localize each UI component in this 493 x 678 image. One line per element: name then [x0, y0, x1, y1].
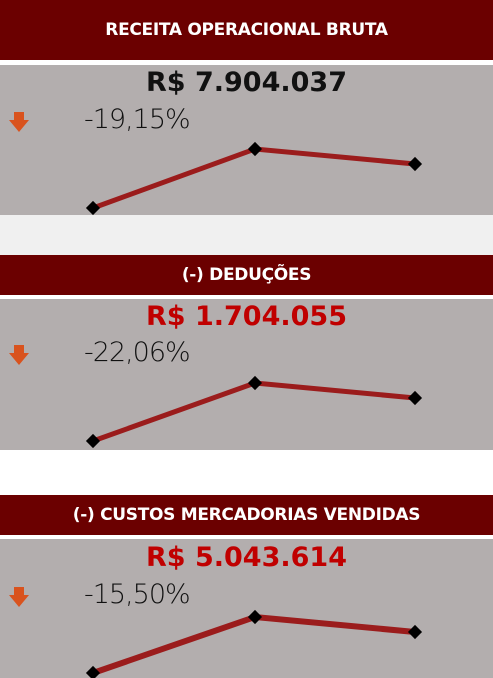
trend-line: [92, 613, 416, 676]
card-change: -15,50%: [84, 579, 191, 610]
card-body: -19,15%: [0, 100, 493, 215]
card-body: -22,06%: [0, 333, 493, 450]
down-arrow: [9, 587, 29, 607]
card-value: R$ 1.704.055: [0, 299, 493, 333]
card-change: -19,15%: [84, 104, 191, 135]
card-change: -22,06%: [84, 337, 191, 368]
sparkline: [9, 112, 423, 215]
down-arrow: [9, 345, 29, 365]
down-arrow: [9, 112, 29, 132]
card-value: R$ 5.043.614: [0, 539, 493, 575]
markers: [85, 609, 423, 678]
sparkline: [9, 345, 423, 449]
sparkline: [9, 587, 423, 678]
trend-line: [92, 380, 416, 444]
card-title: (-) DEDUÇÕES: [0, 255, 493, 295]
card-body: -15,50%: [0, 575, 493, 678]
trend-line: [92, 146, 416, 211]
card-title: RECEITA OPERACIONAL BRUTA: [0, 0, 493, 60]
card-title: (-) CUSTOS MERCADORIAS VENDIDAS: [0, 495, 493, 535]
markers: [85, 375, 423, 449]
markers: [85, 141, 423, 215]
card-value: R$ 7.904.037: [0, 65, 493, 100]
spacer: [0, 215, 493, 255]
